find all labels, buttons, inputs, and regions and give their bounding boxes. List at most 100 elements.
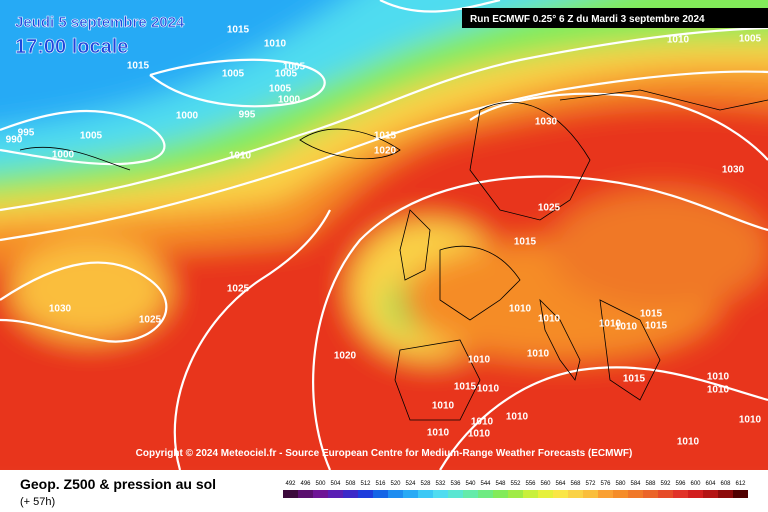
isobar-label: 1020 [334,351,357,362]
scale-swatch [613,490,628,498]
isobar-label: 995 [18,128,35,139]
scale-label: 552 [510,481,521,487]
scale-label: 592 [660,481,671,487]
isobar-label: 1010 [477,384,500,395]
scale-swatch [508,490,523,498]
isobar-label: 1010 [229,151,252,162]
isobar-label: 1010 [707,372,730,383]
scale-label: 564 [555,481,566,487]
scale-label: 596 [675,481,686,487]
scale-swatch [478,490,493,498]
isobar-label: 1010 [506,412,529,423]
isobar-label: 1015 [374,131,397,142]
isobar-label: 1030 [535,117,558,128]
isobar-label: 1010 [677,437,700,448]
scale-swatch [628,490,643,498]
scale-label: 512 [360,481,371,487]
isobar-label: 1015 [623,374,646,385]
scale-label: 572 [585,481,596,487]
scale-swatch [523,490,538,498]
scale-swatch [313,490,328,498]
isobar-label: 1010 [468,429,491,440]
scale-swatch [343,490,358,498]
scale-label: 604 [705,481,716,487]
scale-swatch [598,490,613,498]
isobar-label: 1010 [264,39,287,50]
product-title: Geop. Z500 & pression au sol [20,476,216,492]
scale-swatch [448,490,463,498]
scale-label: 496 [300,481,311,487]
scale-swatch [358,490,373,498]
scale-label: 560 [540,481,551,487]
scale-label: 528 [420,481,431,487]
isobar-label: 1000 [176,111,199,122]
isobars [0,0,768,470]
scale-label: 600 [690,481,701,487]
scale-swatch [388,490,403,498]
isobar-label: 1025 [538,203,561,214]
scale-label: 492 [285,481,296,487]
copyright: Copyright © 2024 Meteociel.fr - Source E… [136,448,633,459]
isobar-label: 1010 [509,304,532,315]
forecast-date: Jeudi 5 septembre 2024 [15,14,185,31]
scale-label: 568 [570,481,581,487]
isobar-label: 1005 [739,34,762,45]
scale-swatch [328,490,343,498]
coastlines [19,89,768,421]
scale-label: 584 [630,481,641,487]
isobar-label: 990 [6,135,23,146]
scale-label: 580 [615,481,626,487]
isobar-label: 1015 [227,25,250,36]
isobar-label: 1010 [739,415,762,426]
isobar-label: 1030 [722,165,745,176]
isobar-label: 1010 [707,385,730,396]
scale-label: 520 [390,481,401,487]
scale-swatch [403,490,418,498]
scale-swatch [703,490,718,498]
scale-label: 612 [735,481,746,487]
scale-swatch [688,490,703,498]
isobar-label: 1005 [283,62,306,73]
scale-swatch [643,490,658,498]
scale-label: 516 [375,481,386,487]
scale-label: 508 [345,481,356,487]
scale-swatch [553,490,568,498]
isobar-label: 1010 [667,35,690,46]
isobar-label: 1010 [599,319,622,330]
isobar-label: 995 [239,110,256,121]
scale-swatch [583,490,598,498]
scale-swatch [463,490,478,498]
scale-swatch [373,490,388,498]
isobar-label: 1000 [52,150,75,161]
isobar-label: 1015 [514,237,537,248]
scale-swatch [673,490,688,498]
isobar-label: 1010 [538,314,561,325]
isobar-label: 1025 [139,315,162,326]
isobar-label: 1015 [454,382,477,393]
scale-label: 588 [645,481,656,487]
isobar-label: 1030 [49,304,72,315]
z500-field [0,0,768,500]
scale-label: 576 [600,481,611,487]
isobar-label: 1010 [471,417,494,428]
scale-label: 556 [525,481,536,487]
run-info: Run ECMWF 0.25° 6 Z du Mardi 3 septembre… [470,14,705,25]
scale-swatch [718,490,733,498]
scale-label: 548 [495,481,506,487]
lead-time: (+ 57h) [20,496,55,508]
isobar-label: 1010 [615,322,638,333]
isobar-label: 1020 [374,146,397,157]
forecast-time: 17:00 locale [15,36,128,58]
scale-label: 540 [465,481,476,487]
scale-swatch [298,490,313,498]
scale-label: 608 [720,481,731,487]
isobar-label: 1025 [227,284,250,295]
scale-label: 504 [330,481,341,487]
isobar-label: 1015 [640,309,663,320]
scale-swatch [658,490,673,498]
scale-swatch [433,490,448,498]
scale-label: 532 [435,481,446,487]
scale-label: 536 [450,481,461,487]
